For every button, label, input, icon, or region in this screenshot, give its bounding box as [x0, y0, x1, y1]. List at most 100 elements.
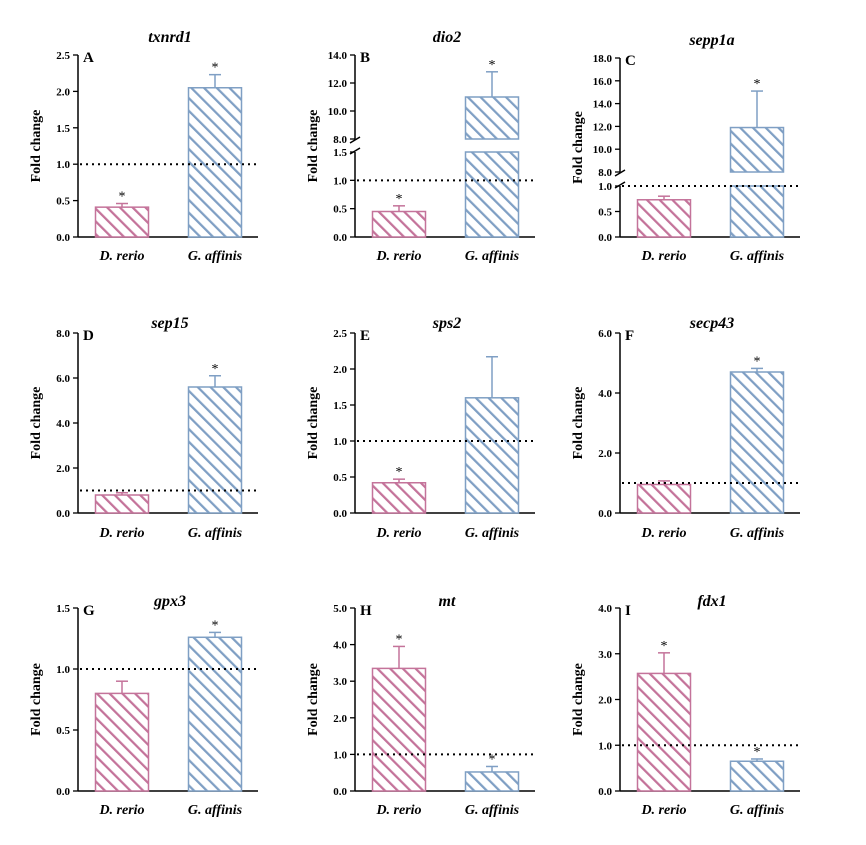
y-tick-label: 2.0	[598, 448, 612, 460]
y-tick-label: 2.0	[56, 463, 70, 475]
x-category-label: G. affinis	[465, 526, 520, 541]
bar-d-rerio	[636, 199, 692, 238]
bar-g-affinis	[187, 386, 243, 514]
y-tick-label: 1.0	[56, 664, 70, 676]
chart-panel-h: mt H Fold change 0.0 1.0 2.0 3.0 4.0 5.0 * D. reri…	[306, 593, 535, 818]
bar-d-rerio	[371, 482, 427, 514]
panel-letter: F	[625, 328, 634, 344]
chart-panel-a: txnrd1 A Fold change 0.0 0.5 1.0 1.5 2.0 2.5 * D. …	[29, 29, 258, 264]
bar-g-affinis	[464, 397, 520, 514]
y-tick-label: 2.0	[333, 713, 347, 725]
panel-letter: E	[360, 328, 370, 344]
y-tick-label: 0.0	[598, 508, 612, 520]
bar-g-affinis	[729, 371, 785, 514]
chart-panel-d: sep15 D Fold change 0.0 2.0 4.0 6.0 8.0 D. rerio…	[29, 315, 258, 541]
x-category-label: D. rerio	[375, 526, 421, 541]
y-tick-label: 4.0	[333, 640, 347, 652]
y-tick-label: 1.5	[56, 603, 70, 615]
y-tick-label: 1.0	[56, 159, 70, 171]
y-tick-label: 3.0	[333, 676, 347, 688]
x-category-label: G. affinis	[465, 249, 520, 264]
bar-d-rerio	[371, 210, 427, 238]
bar-g-affinis-upper	[464, 96, 520, 140]
significance-star: *	[754, 354, 761, 369]
chart-panel-c: sepp1a C Fold change 0.0 0.5 1.0 8.0 10.0 12.0 14…	[571, 32, 800, 264]
x-category-label: G. affinis	[188, 526, 243, 541]
chart-title: sep15	[150, 315, 188, 332]
bar-g-affinis	[729, 760, 785, 792]
y-axis-label: Fold change	[29, 663, 44, 736]
bar-d-rerio	[636, 483, 692, 514]
y-tick-label: 0.0	[333, 786, 347, 798]
y-tick-label: 10.0	[328, 106, 348, 118]
y-axis-label: Fold change	[306, 387, 321, 460]
bar-g-affinis	[464, 771, 520, 792]
bar-g-affinis-lower	[729, 185, 785, 238]
axis-break-mark	[614, 181, 626, 189]
x-category-label: G. affinis	[730, 526, 785, 541]
y-tick-label: 6.0	[598, 328, 612, 340]
chart-title: fdx1	[697, 593, 726, 610]
y-tick-label: 16.0	[593, 76, 613, 88]
bar-g-affinis	[187, 87, 243, 238]
x-category-label: G. affinis	[465, 803, 520, 818]
x-category-label: D. rerio	[640, 249, 686, 264]
bar-g-affinis-upper	[729, 126, 785, 173]
significance-star: *	[489, 58, 496, 73]
y-tick-label: 0.5	[598, 207, 612, 219]
chart-title: sps2	[432, 315, 461, 332]
bar-d-rerio	[371, 667, 427, 792]
significance-star: *	[119, 190, 126, 205]
chart-title: dio2	[433, 29, 461, 46]
y-tick-label: 4.0	[598, 388, 612, 400]
y-axis-label: Fold change	[29, 387, 44, 460]
significance-star: *	[212, 362, 219, 377]
chart-title: sepp1a	[688, 32, 734, 49]
y-tick-label: 1.0	[333, 436, 347, 448]
y-tick-label: 0.0	[598, 232, 612, 244]
y-tick-label: 12.0	[328, 78, 348, 90]
bar-d-rerio	[94, 692, 150, 792]
y-tick-label: 1.5	[333, 147, 347, 159]
bar-d-rerio	[636, 672, 692, 792]
y-tick-label: 0.5	[333, 472, 347, 484]
y-tick-label: 12.0	[593, 121, 613, 133]
bar-d-rerio	[94, 206, 150, 238]
y-tick-label: 3.0	[598, 649, 612, 661]
significance-star: *	[754, 745, 761, 760]
y-tick-label: 0.0	[333, 508, 347, 520]
y-tick-label: 1.5	[333, 400, 347, 412]
chart-panel-i: fdx1 I Fold change 0.0 1.0 2.0 3.0 4.0 * D. rerio…	[571, 593, 800, 818]
y-axis-label: Fold change	[571, 111, 586, 184]
panel-letter: C	[625, 53, 636, 69]
x-category-label: G. affinis	[188, 249, 243, 264]
x-category-label: D. rerio	[640, 803, 686, 818]
y-tick-label: 0.5	[56, 196, 70, 208]
chart-panel-b: dio2 B Fold change 0.0 0.5 1.0 1.58.0 10.0 12.0 1…	[306, 29, 535, 264]
panel-letter: D	[83, 328, 94, 344]
y-tick-label: 1.0	[598, 740, 612, 752]
chart-title: secp43	[689, 315, 734, 332]
significance-star: *	[396, 632, 403, 647]
significance-star: *	[212, 61, 219, 76]
y-tick-label: 18.0	[593, 53, 613, 65]
panel-letter: A	[83, 50, 94, 66]
y-axis-label: Fold change	[571, 663, 586, 736]
x-category-label: D. rerio	[375, 249, 421, 264]
y-tick-label: 2.0	[598, 695, 612, 707]
axis-break-mark	[349, 147, 361, 155]
y-tick-label: 2.5	[56, 50, 70, 62]
panel-letter: B	[360, 50, 370, 66]
y-tick-label: 0.5	[56, 725, 70, 737]
panel-letter: H	[360, 603, 372, 619]
x-category-label: G. affinis	[188, 803, 243, 818]
significance-star: *	[396, 465, 403, 480]
x-category-label: D. rerio	[98, 249, 144, 264]
y-tick-label: 14.0	[593, 99, 613, 111]
chart-title: txnrd1	[148, 29, 192, 46]
x-category-label: D. rerio	[375, 803, 421, 818]
y-tick-label: 8.0	[598, 167, 612, 179]
significance-star: *	[396, 192, 403, 207]
y-tick-label: 2.0	[333, 364, 347, 376]
y-tick-label: 1.5	[56, 123, 70, 135]
